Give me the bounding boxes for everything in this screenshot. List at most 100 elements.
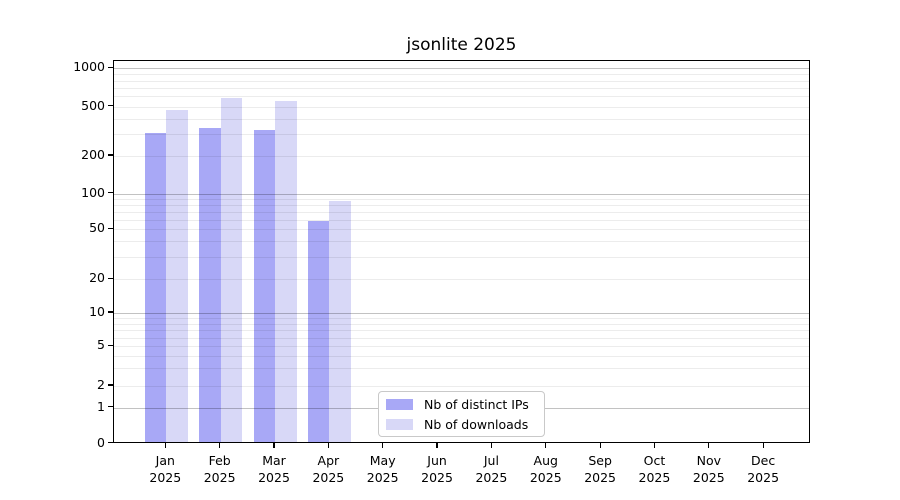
y-axis-tick (108, 344, 113, 346)
y-axis-tick (108, 384, 113, 386)
grid-line-minor (114, 80, 809, 82)
legend-label-distinct-ips: Nb of distinct IPs (424, 396, 529, 412)
x-tick-month: Sep (588, 453, 612, 468)
x-axis-tick (708, 443, 710, 448)
x-tick-month: Feb (208, 453, 231, 468)
x-tick-label: Aug 2025 (516, 452, 576, 486)
grid-line-minor (114, 386, 809, 387)
grid-line-minor (114, 323, 809, 325)
y-axis-tick (108, 227, 113, 229)
grid-line-minor (114, 212, 809, 214)
x-axis-tick (545, 443, 547, 448)
x-tick-month: Jan (155, 453, 175, 468)
x-tick-month: Apr (317, 453, 340, 468)
x-tick-label: Feb 2025 (190, 452, 250, 486)
x-axis-tick (653, 443, 656, 448)
bar-downloads-mar (275, 100, 297, 442)
legend-swatch-distinct-ips (386, 398, 413, 410)
x-tick-month: Nov (696, 453, 721, 468)
grid-line-minor (114, 199, 809, 201)
y-axis-tick (108, 311, 113, 313)
legend-swatch-downloads (386, 418, 413, 430)
bar-distinct-ips-feb (199, 127, 221, 442)
x-tick-year: 2025 (203, 470, 236, 485)
x-tick-label: Sep 2025 (570, 452, 630, 486)
bar-distinct-ips-mar (253, 130, 275, 442)
y-tick-label: 1000 (73, 59, 105, 75)
legend: Nb of distinct IPs Nb of downloads (378, 391, 545, 437)
grid-line-minor (114, 118, 809, 120)
x-tick-label: May 2025 (353, 452, 413, 486)
x-tick-month: Oct (643, 453, 666, 468)
x-tick-label: Dec 2025 (733, 452, 793, 486)
grid-line-minor (114, 134, 809, 136)
bar-downloads-jan (166, 109, 188, 442)
y-tick-label: 1 (97, 398, 105, 414)
grid-line-minor (114, 346, 809, 348)
x-tick-year: 2025 (366, 470, 399, 485)
grid-line-major (114, 193, 809, 195)
y-tick-label: 2 (97, 377, 105, 392)
grid-line-minor (114, 229, 809, 231)
legend-item-distinct-ips: Nb of distinct IPs (386, 397, 536, 412)
x-tick-month: May (369, 453, 396, 468)
plot-area: Nb of distinct IPs Nb of downloads (113, 60, 810, 443)
x-tick-year: 2025 (584, 470, 616, 485)
x-tick-month: Dec (751, 453, 776, 468)
bar-distinct-ips-jan (144, 133, 167, 442)
grid-line-minor (114, 330, 809, 332)
grid-line-minor (114, 337, 809, 339)
grid-line-major (114, 68, 809, 70)
bar-downloads-feb (220, 97, 243, 442)
grid-line-minor (114, 96, 809, 98)
y-axis-tick (108, 192, 113, 194)
x-tick-year: 2025 (692, 470, 725, 485)
y-tick-label: 50 (89, 220, 105, 236)
chart-title: jsonlite 2025 (406, 35, 517, 55)
x-axis-tick (762, 443, 764, 448)
x-tick-year: 2025 (312, 470, 345, 485)
x-tick-label: Jun 2025 (407, 452, 467, 486)
grid-line-minor (114, 355, 809, 357)
x-tick-year: 2025 (638, 470, 671, 485)
y-tick-label: 5 (97, 337, 105, 353)
x-tick-year: 2025 (149, 470, 182, 485)
y-axis-tick (108, 406, 113, 408)
x-tick-month: Jun (427, 453, 447, 468)
x-axis-tick (490, 443, 492, 448)
x-tick-label: Apr 2025 (298, 452, 358, 486)
grid-line-major (114, 313, 809, 314)
grid-line-minor (114, 106, 809, 108)
y-tick-label: 10 (89, 304, 105, 319)
x-axis-tick (327, 443, 329, 448)
x-tick-year: 2025 (475, 470, 508, 485)
x-tick-year: 2025 (747, 470, 780, 485)
x-tick-year: 2025 (421, 470, 453, 485)
bar-distinct-ips-apr (307, 221, 330, 442)
legend-label-downloads: Nb of downloads (424, 416, 529, 432)
x-tick-label: Jan 2025 (135, 452, 195, 486)
y-tick-label: 100 (81, 184, 105, 200)
y-axis-tick (108, 66, 113, 68)
x-axis-tick (599, 443, 601, 448)
grid-line-minor (114, 219, 809, 221)
x-axis-tick (164, 443, 166, 448)
grid-line-minor (114, 318, 809, 320)
x-axis-tick (382, 443, 384, 448)
x-tick-label: Nov 2025 (679, 452, 739, 486)
grid-line-minor (114, 368, 809, 370)
x-tick-month: Aug (533, 453, 558, 468)
y-tick-label: 20 (89, 270, 105, 286)
x-axis-tick (273, 443, 275, 448)
x-tick-year: 2025 (529, 470, 562, 485)
x-axis-tick (436, 443, 438, 448)
grid-line-minor (114, 74, 809, 76)
y-tick-label: 200 (81, 147, 105, 162)
grid-line-minor (114, 205, 809, 207)
grid-line-minor (114, 156, 809, 157)
x-tick-year: 2025 (258, 470, 290, 485)
x-tick-month: Mar (262, 453, 286, 468)
x-tick-label: Jul 2025 (461, 452, 521, 486)
x-tick-month: Jul (483, 453, 499, 468)
